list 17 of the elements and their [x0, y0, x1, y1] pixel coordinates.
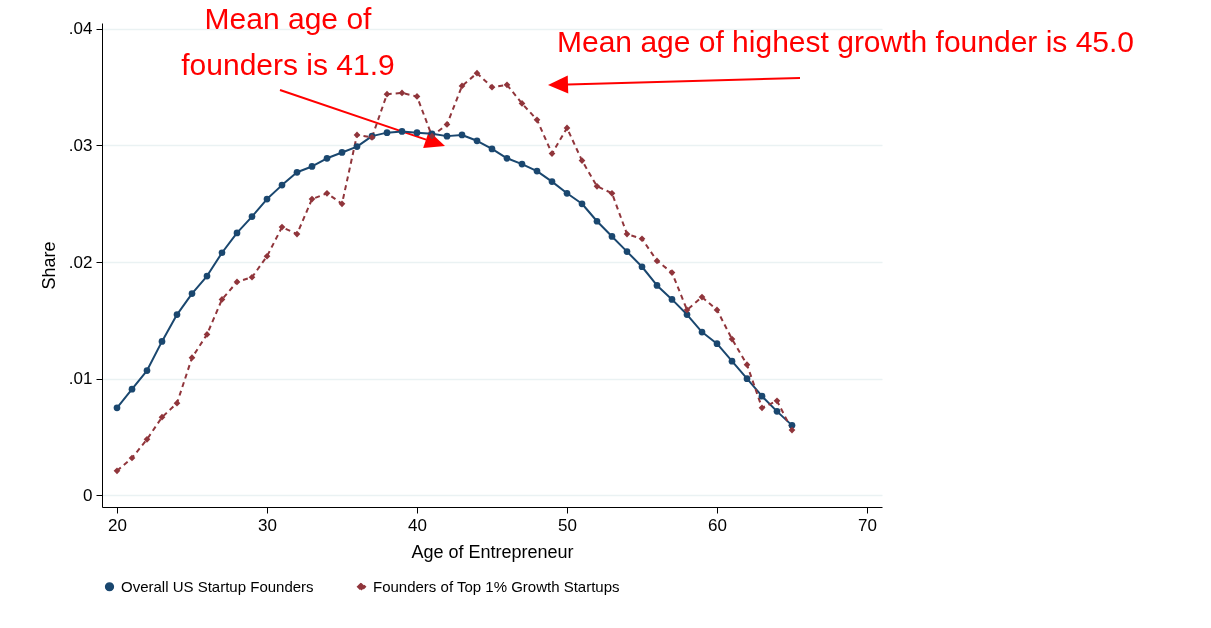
x-tick-label: 70 [858, 515, 877, 535]
y-tick-label: 0 [83, 485, 93, 505]
y-tick-label: .01 [68, 369, 93, 389]
x-tick-label: 40 [408, 515, 427, 535]
legend-label: Founders of Top 1% Growth Startups [373, 577, 620, 595]
legend-label: Overall US Startup Founders [121, 577, 314, 595]
x-axis-title: Age of Entrepreneur [411, 541, 574, 562]
annotation: Mean age of highest growth founder is 45.0 [557, 25, 1135, 58]
x-tick-label: 60 [708, 515, 727, 535]
x-tick-label: 30 [258, 515, 277, 535]
x-tick-label: 20 [108, 515, 127, 535]
y-tick-label: .02 [68, 252, 93, 272]
y-tick-label: .04 [68, 19, 93, 39]
annotation: Mean age of founders is 41.9 [181, 2, 395, 81]
x-tick-label: 50 [558, 515, 577, 535]
y-tick-label: .03 [68, 135, 93, 155]
y-axis-title: Share [38, 241, 59, 290]
